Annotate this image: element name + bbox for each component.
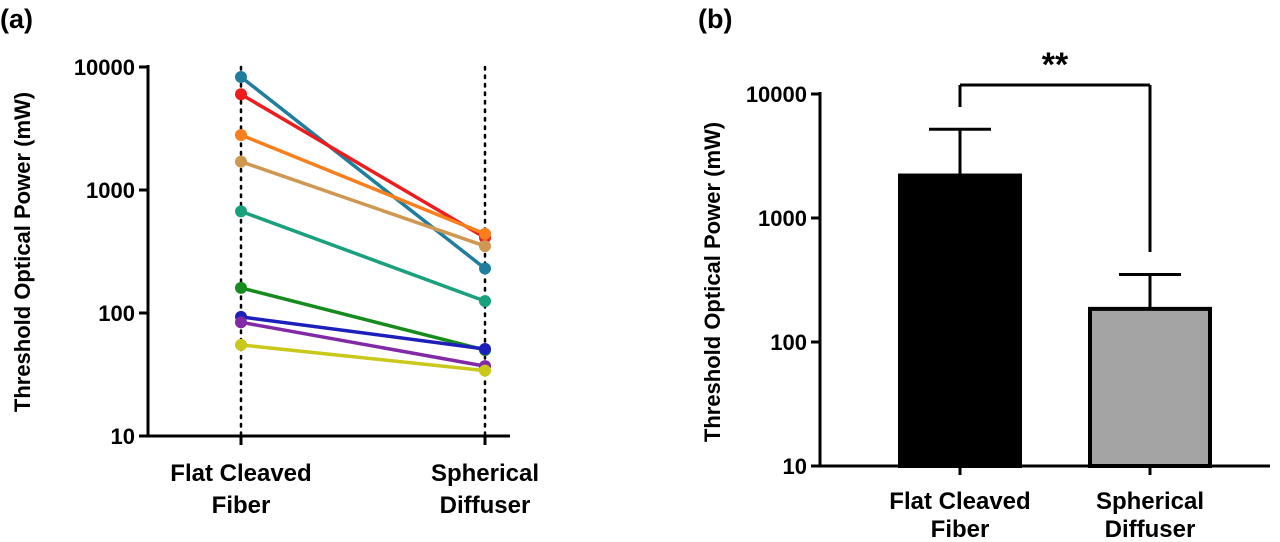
y-tick-label-b-1000: 1000 — [758, 206, 807, 231]
series-line-5 — [240, 209, 486, 303]
y-tick-label-b-100: 100 — [770, 330, 807, 355]
panel-label-b: (b) — [698, 4, 732, 34]
y-tick-label-100: 100 — [98, 301, 135, 326]
series-line-1 — [239, 75, 487, 270]
x-category-label-1: Flat Cleaved Fiber — [170, 460, 311, 519]
y-tick-label-b-10000: 10000 — [746, 82, 807, 107]
y-tick-label-10: 10 — [111, 424, 135, 449]
series-line-2 — [240, 92, 486, 240]
series-point-6-flat-cleaved — [235, 281, 247, 294]
series-line-9 — [240, 343, 486, 373]
x-category-label-2: Spherical Diffuser — [431, 460, 539, 519]
series-point-5-spherical — [479, 295, 491, 308]
y-tick-label-b-10: 10 — [783, 454, 807, 479]
series-point-1-spherical — [479, 262, 491, 275]
series-point-7-spherical — [479, 342, 491, 355]
series-point-3-spherical — [479, 227, 491, 240]
x-category-label-b-1: Flat Cleaved Fiber — [889, 488, 1030, 542]
series-point-9-spherical — [479, 364, 491, 377]
y-tick-label-10000: 10000 — [74, 55, 135, 80]
series-point-8-flat-cleaved — [235, 316, 247, 329]
significance-marker: ** — [1042, 46, 1069, 84]
series-point-5-flat-cleaved — [235, 205, 247, 218]
chart-b-bar-chart: (b) ** 10 100 1000 10000 Flat Cleaved Fiber Sph… — [698, 4, 1270, 542]
series-point-9-flat-cleaved — [235, 338, 247, 351]
bar-1 — [898, 173, 1022, 468]
series-point-3-flat-cleaved — [235, 128, 247, 141]
series-line-7 — [240, 315, 486, 351]
bar-2 — [1088, 306, 1212, 468]
series-line-4 — [240, 160, 486, 248]
series-point-1-flat-cleaved — [235, 70, 247, 83]
chart-a-line-plot: (a) 10 100 1000 10000 Flat Cleaved Fiber Spher… — [0, 4, 539, 519]
series-point-2-flat-cleaved — [235, 88, 247, 101]
panel-label-a: (a) — [0, 4, 33, 34]
series-line-6 — [240, 286, 486, 352]
y-axis-label-a: Threshold Optical Power (mW) — [10, 92, 35, 412]
series-line-8 — [240, 320, 486, 368]
series-point-4-spherical — [479, 240, 491, 253]
series-point-4-flat-cleaved — [235, 155, 247, 168]
series-line-3 — [240, 133, 486, 236]
y-axis-label-b: Threshold Optical Power (mW) — [700, 122, 725, 442]
y-tick-label-1000: 1000 — [86, 178, 135, 203]
x-category-label-b-2: Spherical Diffuser — [1096, 488, 1204, 542]
